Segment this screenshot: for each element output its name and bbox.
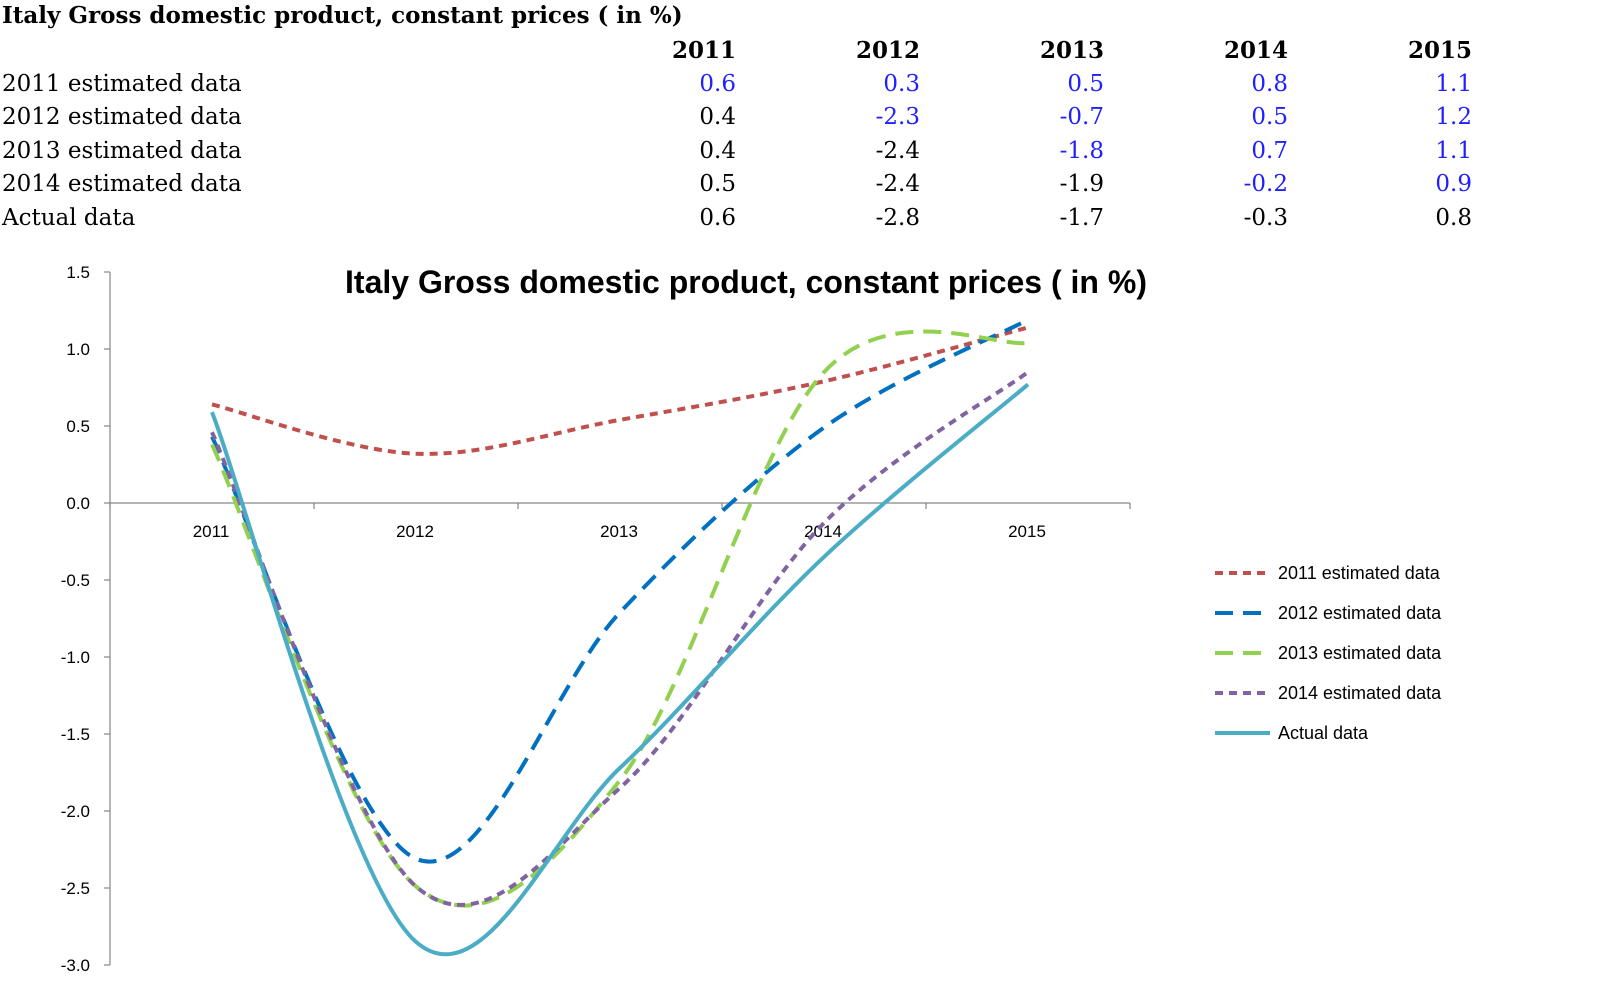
series-line-actual-data <box>210 382 1030 957</box>
table-row: 2012 estimated data 0.4 -2.3 -0.7 0.5 1.2 <box>0 101 1472 135</box>
series-line-2014-estimated-data <box>210 370 1030 907</box>
series-line-2013-estimated-data <box>210 329 1029 908</box>
legend-label: Actual data <box>1278 723 1369 743</box>
table-header-row: 2011 2012 2013 2014 2015 <box>0 34 1472 68</box>
table-row: 2013 estimated data 0.4 -2.4 -1.8 0.7 1.1 <box>0 135 1472 169</box>
table-cell: -1.7 <box>1059 204 1104 231</box>
table-cell: 0.7 <box>1251 137 1288 164</box>
table-cell: -0.2 <box>1243 171 1288 197</box>
table-row-label: 2014 estimated data <box>2 171 242 197</box>
table-cell: -0.7 <box>1059 104 1104 130</box>
table-header-blank <box>0 34 552 68</box>
table-cell: 0.8 <box>1251 70 1288 97</box>
table-cell: 0.6 <box>699 204 736 231</box>
table-row: 2014 estimated data 0.5 -2.4 -1.9 -0.2 0.9 <box>0 168 1472 202</box>
y-tick-label: -3.0 <box>61 956 90 975</box>
table-header-year: 2012 <box>855 37 920 64</box>
x-tick-label: 2015 <box>1008 522 1046 541</box>
y-tick-label: 0.5 <box>66 417 90 436</box>
y-tick-label: -1.5 <box>61 725 90 744</box>
table-header-year: 2014 <box>1223 37 1288 64</box>
y-tick-label: 0.0 <box>66 494 90 513</box>
table-cell: 0.6 <box>699 70 736 97</box>
x-tick-label: 2011 <box>193 522 230 541</box>
table-row: 2011 estimated data 0.6 0.3 0.5 0.8 1.1 <box>0 68 1472 102</box>
table-title: Italy Gross domestic product, constant p… <box>2 2 683 29</box>
table-cell: 0.8 <box>1435 204 1472 231</box>
table-cell: -0.3 <box>1243 204 1288 231</box>
x-tick-label: 2012 <box>396 522 434 541</box>
y-tick-label: -1.0 <box>61 648 90 667</box>
table-cell: 0.4 <box>699 137 736 164</box>
table-cell: 0.5 <box>699 171 736 197</box>
y-tick-label: -0.5 <box>61 571 90 590</box>
table-cell: -2.4 <box>875 137 920 164</box>
y-tick-label: 1.5 <box>66 263 90 282</box>
table-cell: -1.9 <box>1059 171 1104 197</box>
table-header-year: 2015 <box>1407 37 1472 64</box>
chart-title: Italy Gross domestic product, constant p… <box>345 264 1147 300</box>
gdp-line-chart: 1.5 1.0 0.5 0.0 -0.5 -1.0 -1.5 -2.0 -2.5 -3.0 2011… <box>61 263 1442 975</box>
y-tick-label: -2.0 <box>61 802 90 821</box>
x-tick-label: 2013 <box>600 522 638 541</box>
legend-label: 2012 estimated data <box>1278 603 1442 623</box>
legend-label: 2014 estimated data <box>1278 683 1442 703</box>
table-cell: -1.8 <box>1059 137 1104 164</box>
table-cell: -2.4 <box>875 171 920 197</box>
y-tick-label: -2.5 <box>61 879 90 898</box>
table-row-label: Actual data <box>2 204 136 231</box>
table-row-label: 2012 estimated data <box>2 104 242 130</box>
table-cell: -2.3 <box>875 104 920 130</box>
table-cell: 1.2 <box>1435 104 1472 130</box>
table-cell: -2.8 <box>875 204 920 231</box>
table-cell: 1.1 <box>1435 137 1472 164</box>
table-cell: 0.5 <box>1251 104 1288 130</box>
table-header-year: 2011 <box>671 37 736 64</box>
gdp-table: 2011 2012 2013 2014 2015 2011 estimated … <box>0 34 1472 235</box>
table-row: Actual data 0.6 -2.8 -1.7 -0.3 0.8 <box>0 202 1472 236</box>
table-cell: 0.5 <box>1067 70 1104 97</box>
legend-label: 2013 estimated data <box>1278 643 1442 663</box>
y-tick-label: 1.0 <box>66 340 90 359</box>
series-line-2011-estimated-data <box>211 325 1029 456</box>
legend-label: 2011 estimated data <box>1278 563 1441 583</box>
table-cell: 0.9 <box>1435 171 1472 197</box>
table-row-label: 2013 estimated data <box>2 137 242 164</box>
table-cell: 1.1 <box>1435 70 1472 97</box>
table-cell: 0.3 <box>883 70 920 97</box>
table-header-year: 2013 <box>1039 37 1104 64</box>
table-cell: 0.4 <box>699 104 736 130</box>
table-row-label: 2011 estimated data <box>2 70 242 97</box>
